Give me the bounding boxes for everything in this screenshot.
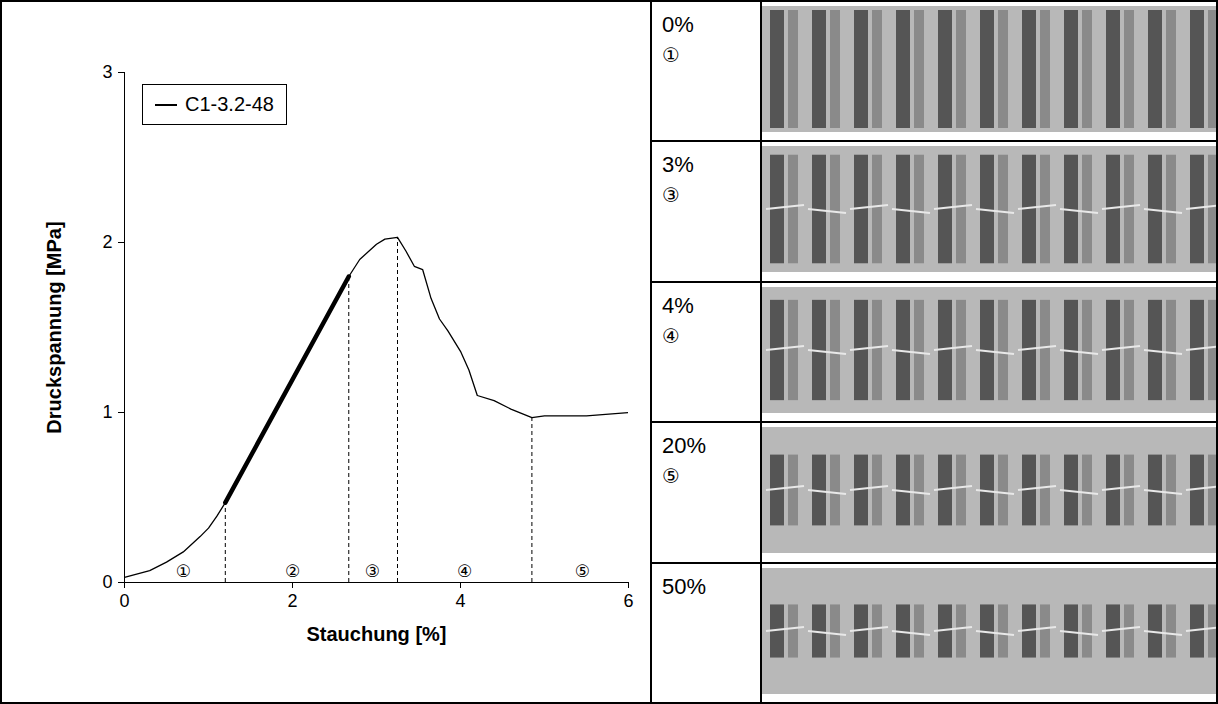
html-text:⑤: ⑤ xyxy=(662,464,680,488)
svg-text:②: ② xyxy=(285,561,300,581)
html-text:3%: 3% xyxy=(662,152,694,178)
svg-text:①: ① xyxy=(176,561,191,581)
svg-text:Stauchung [%]: Stauchung [%] xyxy=(307,623,447,645)
html-text:④: ④ xyxy=(662,323,680,348)
svg-text:1: 1 xyxy=(102,402,112,422)
html-text:4%: 4% xyxy=(662,292,694,318)
html-text:50%: 50% xyxy=(662,573,706,599)
svg-text:Druckspannung [MPa]: Druckspannung [MPa] xyxy=(43,221,65,433)
html-text:C1-3.2-48: C1-3.2-48 xyxy=(185,93,274,115)
svg-text:0: 0 xyxy=(102,572,112,592)
svg-text:2: 2 xyxy=(287,591,297,611)
svg-text:③: ③ xyxy=(365,561,380,581)
svg-text:2: 2 xyxy=(102,232,112,252)
html-text:③: ③ xyxy=(662,183,680,208)
html-text:20%: 20% xyxy=(662,433,706,459)
svg-text:4: 4 xyxy=(455,591,465,611)
svg-text:④: ④ xyxy=(457,561,472,581)
svg-text:⑤: ⑤ xyxy=(575,561,590,581)
html-text:0%: 0% xyxy=(662,12,694,37)
svg-text:0: 0 xyxy=(119,591,129,611)
svg-text:6: 6 xyxy=(623,591,633,611)
svg-text:3: 3 xyxy=(102,62,112,82)
html-text:①: ① xyxy=(662,42,680,67)
